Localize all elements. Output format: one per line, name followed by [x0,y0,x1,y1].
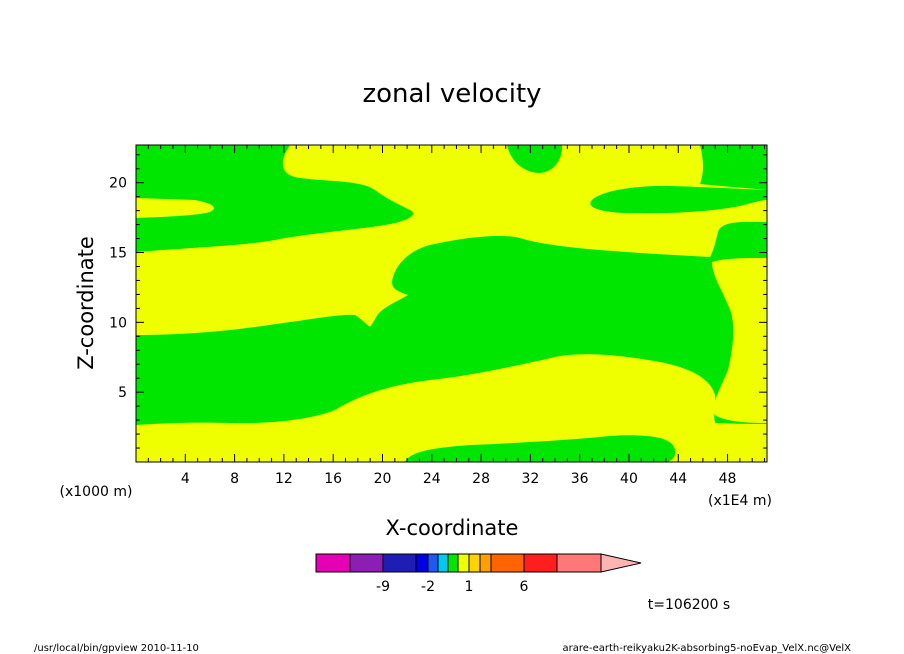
right-lower-yellow-block [715,423,767,462]
colorbar-segment [523,553,558,573]
colorbar-tick-label: -9 [376,579,390,595]
y-tick-label: 15 [109,246,127,262]
colorbar-segment [556,553,602,573]
x-tick-label: 48 [719,471,737,487]
chart-title: zonal velocity [362,79,541,109]
y-tick-labels: 5 10 15 20 [109,176,127,401]
top-center-negative-blob [507,145,563,173]
colorbar-segment [315,553,351,573]
x-units-label: (x1E4 m) [708,493,772,509]
x-tick-label: 32 [521,471,539,487]
x-tick-label: 36 [571,471,589,487]
colorbar-segment [349,553,384,573]
plot-area [136,145,767,462]
x-tick-label: 28 [472,471,490,487]
colorbar-segment [479,553,492,573]
x-tick-label: 12 [275,471,293,487]
colorbar-tick-label: 1 [465,579,474,595]
colorbar-tick-label: -2 [421,579,435,595]
y-axis-title: Z-coordinate [74,236,98,370]
colorbar-segment [490,553,525,573]
colorbar [315,553,642,573]
x-tick-label: 8 [230,471,239,487]
colorbar-extend-arrow [600,553,642,573]
y-tick-label: 10 [109,315,127,331]
plot-frame [135,144,768,463]
upper-negative-band [136,145,414,252]
x-tick-label: 24 [423,471,441,487]
tick-marks [136,145,767,462]
footer-left: /usr/local/bin/gpview 2010-11-10 [34,643,199,654]
x-tick-label: 16 [324,471,342,487]
colorbar-labels: -9 -2 1 6 [376,579,529,595]
x-tick-label: 20 [374,471,392,487]
colorbar-tick-label: 6 [520,579,529,595]
colorbar-segment [457,553,470,573]
colorbar-segment [437,553,449,573]
footer-right: arare-earth-reikyaku2K-absorbing5-noEvap… [563,643,852,654]
bottom-negative-blob [405,435,676,462]
right-upper-negative-blob [590,185,767,214]
time-annotation: t=106200 s [648,597,730,613]
colorbar-segment [382,553,417,573]
x-tick-label: 44 [669,471,687,487]
colorbar-segment [415,553,429,573]
center-yellow-plume [136,354,716,462]
top-right-negative-strip [700,145,767,190]
left-yellow-notch [136,198,215,218]
x-tick-labels: 4 8 12 16 20 24 28 32 36 40 44 48 [181,471,737,487]
y-units-label: (x1000 m) [60,484,133,500]
colorbar-segment [468,553,481,573]
y-tick-label: 5 [118,385,127,401]
y-tick-label: 20 [109,176,127,192]
colorbar-segment [427,553,439,573]
x-tick-label: 4 [181,471,190,487]
x-axis-title: X-coordinate [386,516,519,540]
colorbar-segment [447,553,459,573]
x-tick-label: 40 [620,471,638,487]
